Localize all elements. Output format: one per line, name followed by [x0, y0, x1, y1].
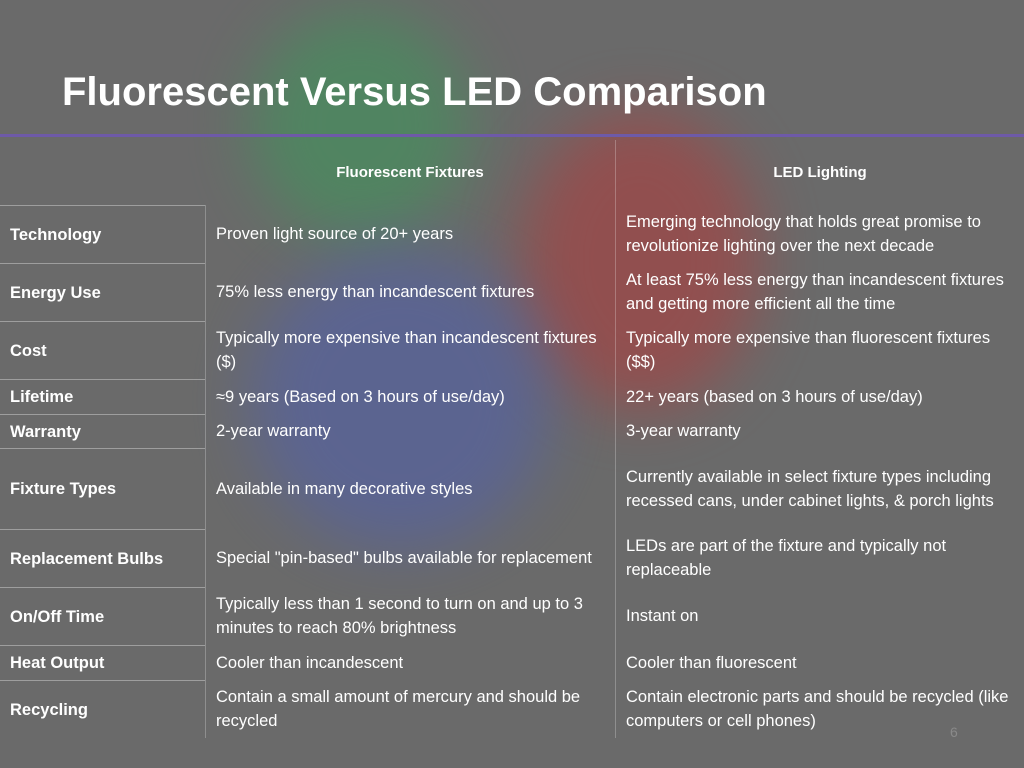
corner-cell — [0, 140, 205, 205]
table-cell: 75% less energy than incandescent fixtur… — [205, 263, 615, 321]
blue-blob — [250, 250, 550, 550]
table-cell: Contain electronic parts and should be r… — [615, 680, 1024, 738]
table-cell: Typically less than 1 second to turn on … — [205, 587, 615, 645]
table-cell: Proven light source of 20+ years — [205, 205, 615, 263]
table-cell: ≈9 years (Based on 3 hours of use/day) — [205, 379, 615, 414]
table-cell: LEDs are part of the fixture and typical… — [615, 529, 1024, 587]
table-cell: Cooler than fluorescent — [615, 645, 1024, 680]
slide-title: Fluorescent Versus LED Comparison — [62, 70, 767, 114]
table-cell: Instant on — [615, 587, 1024, 645]
row-header: Warranty — [0, 414, 205, 448]
row-header: Energy Use — [0, 263, 205, 321]
table-cell: Emerging technology that holds great pro… — [615, 205, 1024, 263]
row-header: Fixture Types — [0, 448, 205, 529]
table-cell: Typically more expensive than incandesce… — [205, 321, 615, 379]
table-cell: 2-year warranty — [205, 414, 615, 448]
table-cell: Available in many decorative styles — [205, 448, 615, 529]
table-cell: Cooler than incandescent — [205, 645, 615, 680]
row-header: Cost — [0, 321, 205, 379]
green-blob — [250, 10, 470, 240]
red-blob — [520, 110, 760, 410]
comparison-table: Fluorescent Fixtures LED Lighting Technolo… — [0, 140, 1024, 738]
table-cell: 3-year warranty — [615, 414, 1024, 448]
page-number: 6 — [950, 724, 958, 740]
table-cell: Special "pin-based" bulbs available for … — [205, 529, 615, 587]
row-header: Technology — [0, 205, 205, 263]
table-cell: 22+ years (based on 3 hours of use/day) — [615, 379, 1024, 414]
table-cell: Contain a small amount of mercury and sh… — [205, 680, 615, 738]
row-header: Replacement Bulbs — [0, 529, 205, 587]
column-header: Fluorescent Fixtures — [336, 163, 484, 181]
table-cell: Typically more expensive than fluorescen… — [615, 321, 1024, 379]
table-cell: At least 75% less energy than incandesce… — [615, 263, 1024, 321]
table-cell: Currently available in select fixture ty… — [615, 448, 1024, 529]
row-header: Recycling — [0, 680, 205, 738]
row-header: On/Off Time — [0, 587, 205, 645]
row-header: Heat Output — [0, 645, 205, 680]
row-header: Lifetime — [0, 379, 205, 414]
title-rule — [0, 134, 1024, 137]
column-header: LED Lighting — [615, 140, 1024, 205]
